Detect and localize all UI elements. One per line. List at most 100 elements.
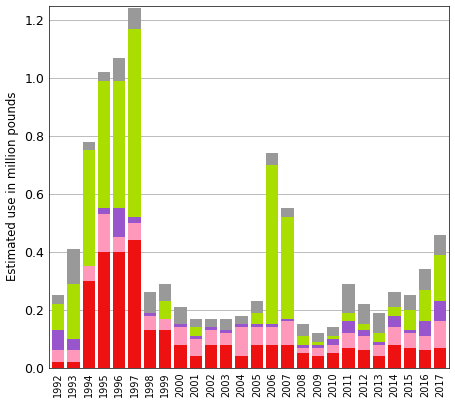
Bar xyxy=(98,72,110,81)
Bar xyxy=(98,214,110,252)
Bar xyxy=(205,327,217,330)
Bar xyxy=(266,154,278,165)
Bar xyxy=(404,333,416,347)
Bar xyxy=(281,345,293,368)
Bar xyxy=(251,301,263,313)
Bar xyxy=(159,330,171,368)
Bar xyxy=(67,284,80,339)
Bar xyxy=(128,240,141,368)
Bar xyxy=(159,318,171,330)
Bar xyxy=(312,333,324,342)
Bar xyxy=(266,324,278,327)
Bar xyxy=(235,356,248,368)
Bar xyxy=(98,252,110,368)
Bar xyxy=(251,324,263,327)
Bar xyxy=(358,304,370,324)
Bar xyxy=(388,293,400,307)
Bar xyxy=(174,324,187,327)
Bar xyxy=(419,351,431,368)
Bar xyxy=(343,284,355,313)
Bar xyxy=(251,345,263,368)
Bar xyxy=(220,318,233,330)
Bar xyxy=(220,345,233,368)
Bar xyxy=(297,336,309,345)
Bar xyxy=(419,322,431,336)
Bar xyxy=(373,345,385,356)
Bar xyxy=(312,356,324,368)
Bar xyxy=(113,58,126,81)
Bar xyxy=(205,345,217,368)
Bar xyxy=(358,351,370,368)
Bar xyxy=(174,345,187,368)
Bar xyxy=(251,327,263,345)
Bar xyxy=(297,353,309,368)
Bar xyxy=(343,347,355,368)
Bar xyxy=(297,345,309,347)
Bar xyxy=(343,313,355,322)
Bar xyxy=(281,208,293,217)
Bar xyxy=(343,322,355,333)
Bar xyxy=(327,353,339,368)
Bar xyxy=(404,295,416,310)
Bar xyxy=(174,327,187,345)
Bar xyxy=(98,208,110,214)
Bar xyxy=(83,266,95,281)
Bar xyxy=(67,362,80,368)
Bar xyxy=(373,333,385,342)
Bar xyxy=(373,342,385,345)
Bar xyxy=(52,362,64,368)
Bar xyxy=(220,330,233,333)
Bar xyxy=(128,217,141,223)
Bar xyxy=(235,324,248,327)
Bar xyxy=(67,339,80,351)
Bar xyxy=(52,295,64,304)
Bar xyxy=(297,347,309,353)
Bar xyxy=(113,252,126,368)
Bar xyxy=(327,345,339,353)
Bar xyxy=(419,290,431,322)
Bar xyxy=(128,223,141,240)
Bar xyxy=(419,336,431,351)
Bar xyxy=(434,347,446,368)
Bar xyxy=(52,330,64,351)
Bar xyxy=(312,345,324,347)
Bar xyxy=(297,324,309,336)
Bar xyxy=(281,322,293,345)
Bar xyxy=(312,342,324,345)
Bar xyxy=(434,301,446,322)
Bar xyxy=(83,142,95,150)
Bar xyxy=(205,318,217,327)
Bar xyxy=(113,237,126,252)
Bar xyxy=(144,293,156,313)
Bar xyxy=(419,269,431,290)
Bar xyxy=(190,339,202,356)
Bar xyxy=(373,356,385,368)
Bar xyxy=(128,8,141,29)
Bar xyxy=(434,255,446,301)
Bar xyxy=(235,327,248,356)
Bar xyxy=(113,81,126,208)
Bar xyxy=(113,208,126,237)
Bar xyxy=(434,235,446,255)
Bar xyxy=(159,284,171,301)
Bar xyxy=(52,304,64,330)
Bar xyxy=(266,345,278,368)
Bar xyxy=(159,301,171,318)
Bar xyxy=(190,336,202,339)
Bar xyxy=(98,81,110,208)
Bar xyxy=(404,330,416,333)
Bar xyxy=(388,307,400,316)
Bar xyxy=(190,356,202,368)
Bar xyxy=(312,347,324,356)
Bar xyxy=(190,318,202,327)
Bar xyxy=(67,351,80,362)
Bar xyxy=(327,336,339,339)
Bar xyxy=(144,330,156,368)
Bar xyxy=(281,217,293,318)
Bar xyxy=(128,29,141,217)
Bar xyxy=(327,327,339,336)
Bar xyxy=(235,316,248,324)
Bar xyxy=(190,327,202,336)
Bar xyxy=(358,336,370,351)
Bar xyxy=(388,345,400,368)
